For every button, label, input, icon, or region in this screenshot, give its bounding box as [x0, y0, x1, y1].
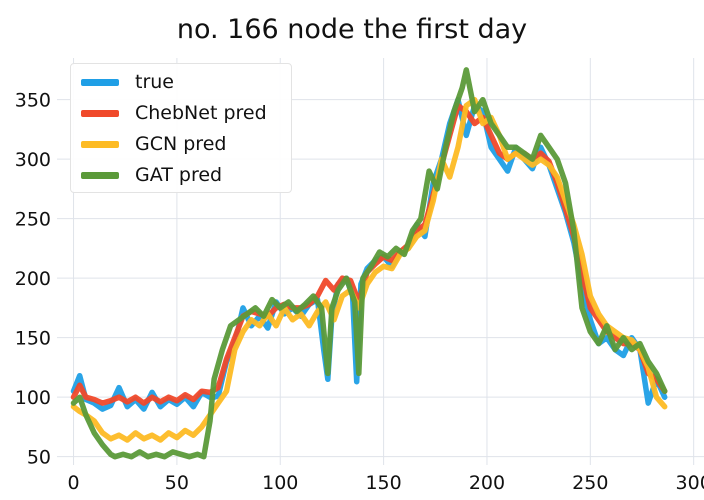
- chart-title: no. 166 node the first day: [176, 14, 528, 45]
- legend-label-gat: GAT pred: [135, 164, 223, 186]
- y-tick-label: 150: [15, 328, 51, 350]
- legend-swatch-chebnet: [81, 109, 119, 117]
- y-tick-labels: 50 100 150 200 250 300 350: [15, 90, 51, 469]
- legend-swatch-gcn: [81, 140, 119, 148]
- x-tick-label: 0: [67, 472, 79, 494]
- legend-label-gcn: GCN pred: [135, 133, 227, 155]
- x-tick-label: 100: [262, 472, 298, 494]
- x-tick-label: 250: [572, 472, 608, 494]
- legend-item-chebnet: ChebNet pred: [81, 100, 267, 126]
- legend-item-true: true: [81, 69, 174, 95]
- y-tick-label: 300: [15, 149, 51, 171]
- x-tick-label: 50: [165, 472, 189, 494]
- y-tick-label: 50: [27, 447, 51, 469]
- x-tick-labels: 0 50 100 150 200 250 300: [67, 472, 704, 494]
- x-tick-label: 300: [676, 472, 704, 494]
- legend-swatch-gat: [81, 171, 119, 179]
- legend-label-chebnet: ChebNet pred: [135, 102, 267, 124]
- y-tick-label: 200: [15, 268, 51, 290]
- series-line-gcn-pred: [70, 96, 668, 443]
- legend-label-true: true: [135, 71, 174, 93]
- x-tick-label: 150: [365, 472, 401, 494]
- legend: true ChebNet pred GCN pred GAT pred: [70, 63, 292, 193]
- series-lines: [70, 67, 668, 460]
- legend-swatch-true: [81, 78, 119, 86]
- y-tick-label: 250: [15, 209, 51, 231]
- legend-item-gat: GAT pred: [81, 162, 222, 188]
- y-tick-label: 350: [15, 90, 51, 112]
- legend-item-gcn: GCN pred: [81, 131, 226, 157]
- y-tick-label: 100: [15, 387, 51, 409]
- series-line-gat-pred: [70, 67, 668, 460]
- x-tick-label: 200: [469, 472, 505, 494]
